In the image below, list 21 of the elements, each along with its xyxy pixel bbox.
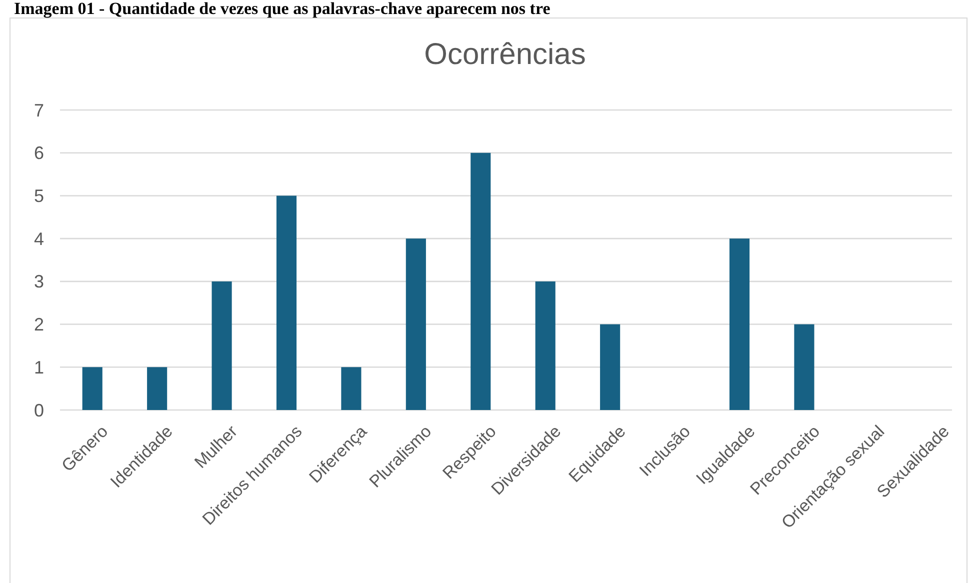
bar xyxy=(82,367,102,410)
chart-title: Ocorrências xyxy=(424,38,586,71)
y-tick-label: 6 xyxy=(34,143,44,164)
bar xyxy=(729,238,750,410)
y-tick-label: 1 xyxy=(34,357,44,378)
y-tick-label: 7 xyxy=(34,100,44,120)
bar xyxy=(212,281,232,410)
bar xyxy=(470,152,491,410)
text: Imagem 01 - Quantidade de vezes que as palavras-chave aparecem nos tre xyxy=(14,0,551,18)
bar xyxy=(794,324,814,410)
bar xyxy=(600,324,620,410)
bar xyxy=(341,367,362,410)
y-tick-label: 5 xyxy=(34,186,44,206)
bar xyxy=(535,281,556,410)
bar xyxy=(406,238,426,410)
y-tick-label: 2 xyxy=(34,314,44,335)
y-tick-label: 0 xyxy=(34,400,44,420)
y-tick-label: 3 xyxy=(34,272,44,292)
y-tick-label: 4 xyxy=(34,228,44,249)
bar xyxy=(147,367,168,410)
bar xyxy=(276,196,297,410)
